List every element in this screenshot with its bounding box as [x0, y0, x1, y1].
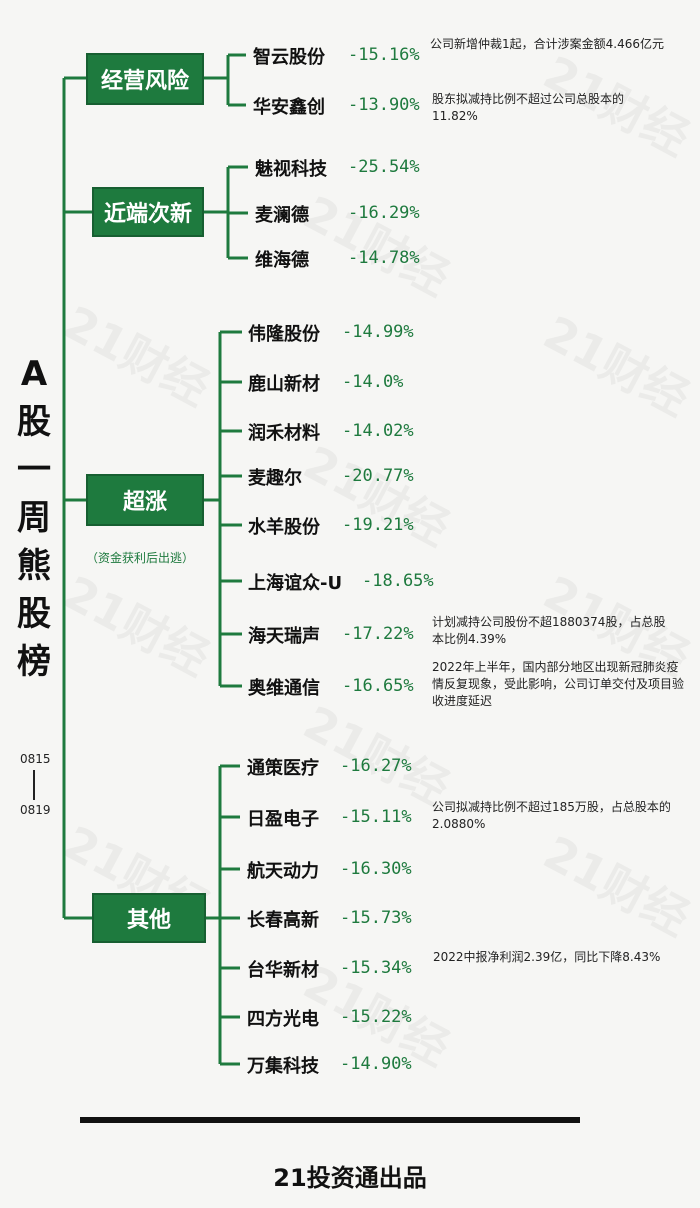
category-other: 其他: [92, 893, 206, 943]
stock-change: -16.29%: [348, 203, 420, 223]
stock-name: 麦澜德: [255, 205, 309, 226]
stock-name: 智云股份: [253, 47, 325, 68]
stock-change: -16.65%: [342, 676, 414, 696]
stock-change: -25.54%: [348, 157, 420, 177]
stock-note: 公司拟减持比例不超过185万股，占总股本的2.0880%: [432, 800, 671, 831]
stock-change: -20.77%: [342, 466, 414, 486]
category-recent-ipo: 近端次新: [92, 187, 204, 237]
stock-name: 上海谊众-U: [248, 573, 343, 594]
stock-name: 通策医疗: [247, 758, 319, 779]
stock-change: -13.90%: [348, 95, 420, 115]
stock-change: -14.02%: [342, 421, 414, 441]
stock-change: -14.99%: [342, 322, 414, 342]
stock-note: 公司新增仲裁1起，合计涉案金额4.466亿元: [430, 37, 664, 51]
stock-name: 台华新材: [247, 960, 319, 981]
stock-change: -14.0%: [342, 372, 404, 392]
page-title: A 股 一 周 熊 股 榜: [14, 350, 54, 686]
stock-note: 2022中报净利润2.39亿，同比下降8.43%: [433, 950, 661, 964]
title-char: 周: [17, 498, 51, 538]
date-start: 0815: [20, 752, 51, 766]
category-operating-risk: 经营风险: [86, 53, 204, 105]
title-char: 股: [17, 594, 51, 634]
title-char: 股: [17, 402, 51, 442]
stock-change: -14.78%: [348, 248, 420, 268]
stock-note: 股东拟减持比例不超过公司总股本的11.82%: [432, 92, 625, 123]
stock-name: 润禾材料: [248, 423, 320, 444]
stock-change: -14.90%: [340, 1054, 412, 1074]
stock-name: 长春高新: [247, 910, 319, 931]
stock-change: -16.30%: [340, 859, 412, 879]
title-char: 熊: [17, 546, 51, 586]
stock-change: -15.16%: [348, 45, 420, 65]
stock-name: 航天动力: [247, 861, 319, 882]
footer-divider: [80, 1117, 580, 1123]
date-end: 0819: [20, 803, 51, 817]
stock-name: 奥维通信: [248, 678, 320, 699]
stock-name: 麦趣尔: [248, 468, 302, 489]
date-separator: [33, 770, 35, 800]
stock-change: -15.11%: [340, 807, 412, 827]
stock-name: 万集科技: [247, 1056, 319, 1077]
stock-name: 海天瑞声: [248, 626, 320, 647]
stock-change: -18.65%: [362, 571, 434, 591]
stock-change: -15.34%: [340, 958, 412, 978]
stock-change: -15.73%: [340, 908, 412, 928]
title-char: 榜: [17, 642, 51, 682]
stock-name: 日盈电子: [247, 809, 319, 830]
stock-change: -17.22%: [342, 624, 414, 644]
stock-name: 伟隆股份: [248, 324, 320, 345]
stock-name: 魅视科技: [255, 159, 327, 180]
category-overbought: 超涨: [86, 474, 204, 526]
category-overbought-note: （资金获利后出逃）: [86, 551, 195, 565]
footer-credit: 21投资通出品: [273, 1164, 427, 1192]
stock-note: 2022年上半年，国内部分地区出现新冠肺炎疫情反复现象，受此影响，公司订单交付及…: [432, 660, 685, 708]
stock-name: 鹿山新材: [248, 374, 320, 395]
stock-change: -19.21%: [342, 515, 414, 535]
stock-name: 维海德: [255, 250, 309, 271]
stock-name: 华安鑫创: [253, 97, 325, 118]
title-char: A: [20, 354, 48, 394]
stock-change: -15.22%: [340, 1007, 412, 1027]
stock-note: 计划减持公司股份不超1880374股，占总股本比例4.39%: [432, 615, 666, 646]
stock-name: 四方光电: [247, 1009, 319, 1030]
stock-change: -16.27%: [340, 756, 412, 776]
title-char: 一: [17, 450, 51, 490]
stock-name: 水羊股份: [248, 517, 320, 538]
